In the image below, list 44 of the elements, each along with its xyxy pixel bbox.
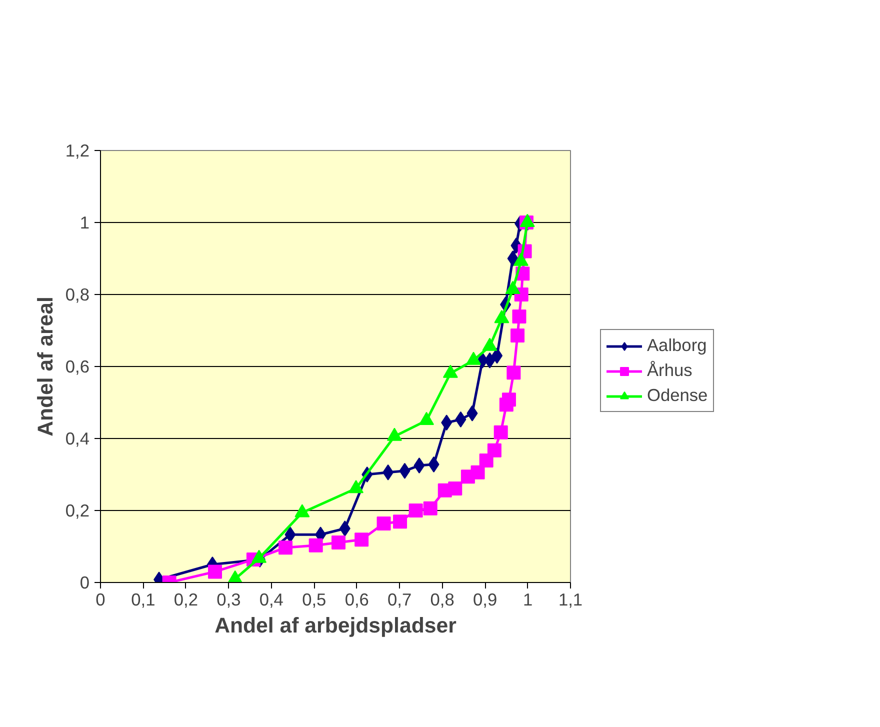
- x-tick-label: 0,7: [388, 590, 412, 610]
- x-tick-label: 0,6: [344, 590, 369, 610]
- y-axis-title: Andel af areal: [33, 296, 58, 436]
- y-tick-label: 1,2: [65, 140, 90, 160]
- legend-label: Aalborg: [647, 335, 707, 356]
- point: [339, 520, 350, 536]
- y-tick-label: 0,4: [65, 428, 90, 448]
- y-tick-label: 0: [80, 572, 90, 592]
- point: [502, 392, 516, 407]
- point: [354, 532, 369, 547]
- point: [414, 458, 425, 474]
- point: [278, 540, 293, 555]
- x-tick-label: 0,2: [174, 590, 198, 610]
- point: [408, 504, 423, 518]
- x-tick-label: 1,1: [558, 590, 583, 610]
- point: [494, 425, 508, 440]
- y-tick-label: 0,2: [65, 500, 90, 520]
- point: [448, 482, 462, 496]
- x-tick-label: 0: [96, 590, 106, 610]
- y-tick-label: 0,8: [65, 284, 90, 304]
- x-axis-title: Andel af arbejdspladser: [214, 614, 456, 638]
- point: [512, 309, 526, 324]
- point: [487, 443, 502, 458]
- y-tick-label: 1: [80, 212, 90, 232]
- x-tick-label: 1: [522, 590, 533, 610]
- x-tick-label: 0,4: [259, 590, 284, 610]
- point: [506, 366, 521, 380]
- y-tick-label: 0,6: [65, 356, 90, 376]
- legend-label: Århus: [647, 360, 692, 381]
- point: [510, 328, 525, 343]
- point: [376, 516, 391, 530]
- point: [423, 501, 438, 516]
- point: [507, 250, 518, 266]
- point: [308, 538, 323, 552]
- x-tick-label: 0,3: [216, 590, 241, 610]
- point: [470, 465, 485, 480]
- legend-label: Odense: [647, 385, 708, 406]
- x-tick-label: 0,1: [131, 590, 156, 610]
- point: [208, 564, 222, 579]
- x-tick-label: 0,5: [302, 590, 326, 610]
- x-tick-label: 0,8: [430, 590, 454, 610]
- point: [393, 514, 408, 529]
- point: [331, 536, 346, 550]
- x-tick-label: 0,9: [473, 590, 498, 610]
